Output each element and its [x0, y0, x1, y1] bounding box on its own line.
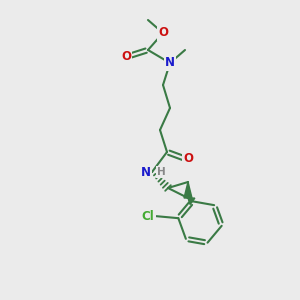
Text: N: N	[141, 166, 151, 178]
Polygon shape	[188, 198, 195, 205]
Text: Cl: Cl	[142, 210, 154, 223]
Text: H: H	[157, 167, 166, 177]
Text: O: O	[183, 152, 193, 166]
Text: O: O	[121, 50, 131, 64]
Polygon shape	[184, 182, 192, 198]
Text: N: N	[165, 56, 175, 70]
Text: O: O	[158, 26, 168, 40]
